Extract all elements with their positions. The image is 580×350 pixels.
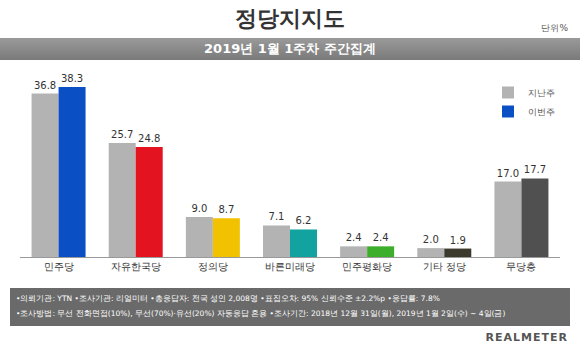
- svg-text:민주당: 민주당: [44, 261, 74, 272]
- html-text:•의뢰기관: YTN •조사기관: 리얼미터 •총응답자:: •의뢰기관: YTN •조사기관: 리얼미터 •총응답자: 전국 성인 2,00…: [16, 294, 440, 303]
- svg-text:바른미래당: 바른미래당: [265, 261, 315, 272]
- svg-text:24.8: 24.8: [138, 133, 160, 144]
- svg-text:17.7: 17.7: [524, 164, 546, 175]
- html-text:REALMETER: REALMETER: [485, 331, 568, 344]
- svg-text:36.8: 36.8: [34, 80, 56, 91]
- html-text:2019년 1월 1주차 주간집계: 2019년 1월 1주차 주간집계: [204, 41, 376, 56]
- svg-text:지난주: 지난주: [528, 88, 555, 98]
- svg-text:이번주: 이번주: [528, 107, 555, 117]
- html-text:정당지지도: 정당지지도: [235, 6, 345, 31]
- svg-text:민주평화당: 민주평화당: [342, 261, 392, 272]
- svg-text:무당층: 무당층: [506, 261, 536, 272]
- svg-text:9.0: 9.0: [191, 203, 207, 214]
- svg-text:38.3: 38.3: [61, 73, 83, 84]
- svg-text:1.9: 1.9: [450, 235, 466, 246]
- html-text:단위%: 단위%: [541, 23, 568, 33]
- svg-text:17.0: 17.0: [497, 168, 519, 179]
- svg-text:2.4: 2.4: [346, 232, 362, 243]
- svg-text:자유한국당: 자유한국당: [111, 261, 161, 272]
- svg-text:2.0: 2.0: [423, 234, 439, 245]
- svg-text:기타 정당: 기타 정당: [423, 261, 466, 272]
- html-text:•조사방법: 무선 전화면접(10%), 무선(70%)·유: •조사방법: 무선 전화면접(10%), 무선(70%)·유선(20%) 자동응…: [16, 309, 506, 318]
- svg-text:정의당: 정의당: [198, 261, 228, 272]
- svg-text:2.4: 2.4: [373, 232, 389, 243]
- svg-text:25.7: 25.7: [111, 129, 133, 140]
- svg-text:6.2: 6.2: [296, 215, 312, 226]
- svg-text:8.7: 8.7: [218, 204, 234, 215]
- svg-text:7.1: 7.1: [269, 211, 285, 222]
